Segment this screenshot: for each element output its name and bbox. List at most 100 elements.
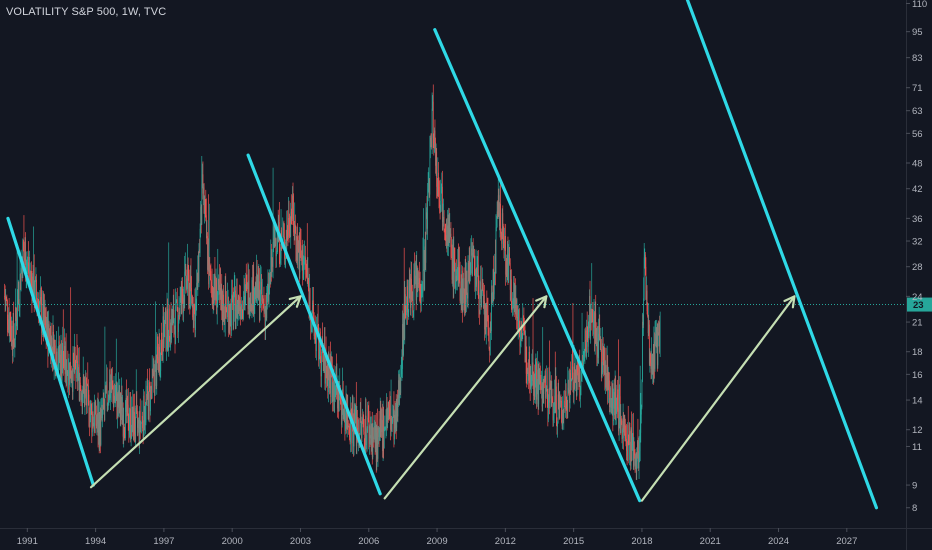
candle-body xyxy=(403,322,404,355)
candle-body xyxy=(416,267,418,301)
candle-body xyxy=(509,253,510,264)
candle-body xyxy=(414,270,415,286)
candle-body xyxy=(167,309,168,350)
candle-body xyxy=(473,249,475,269)
candle-body xyxy=(511,307,513,310)
candle-body xyxy=(223,318,225,322)
candle-body xyxy=(21,264,23,279)
candle-body xyxy=(130,408,131,440)
candle-body xyxy=(589,296,590,323)
candle-body xyxy=(260,289,261,305)
candle-body xyxy=(461,270,463,312)
candle-body xyxy=(66,373,68,381)
candle-body xyxy=(209,264,211,272)
y-tick-label: 71 xyxy=(912,83,923,94)
candle-body xyxy=(490,326,492,331)
candle-body xyxy=(126,398,127,417)
candle-body xyxy=(205,208,207,216)
candle-body xyxy=(655,333,656,340)
candle-body xyxy=(306,272,308,275)
candle-body xyxy=(196,282,198,290)
candle-body xyxy=(412,310,414,313)
candle-body xyxy=(630,444,631,466)
candle-body xyxy=(487,315,488,318)
candle-body xyxy=(379,429,381,437)
candle-body xyxy=(512,308,513,310)
candle-body xyxy=(282,236,284,239)
candle-body xyxy=(598,325,600,334)
candle-body xyxy=(532,362,534,381)
trendline-1[interactable] xyxy=(6,216,95,487)
candle-body xyxy=(542,387,544,394)
candle-body xyxy=(644,254,646,258)
candle-body xyxy=(534,377,536,397)
candle-body xyxy=(333,380,335,402)
candle-body xyxy=(443,217,445,230)
arrow-1[interactable] xyxy=(89,295,302,489)
candle-body xyxy=(325,352,326,384)
candle-body xyxy=(121,397,123,425)
candle-body xyxy=(98,419,100,450)
candle-body xyxy=(96,423,98,427)
arrow-2[interactable] xyxy=(383,295,548,500)
candle-body xyxy=(650,353,651,363)
candle-body xyxy=(44,306,45,326)
candle-body xyxy=(500,233,502,234)
candle-body xyxy=(445,232,447,242)
candle-body xyxy=(633,449,635,468)
candle-body xyxy=(561,422,563,426)
candle-body xyxy=(93,422,94,427)
candle-body xyxy=(376,427,378,462)
candle-body xyxy=(528,351,530,381)
candle-body xyxy=(172,310,174,316)
candle-body xyxy=(66,372,68,374)
candle-body xyxy=(314,332,316,336)
candle-body xyxy=(457,264,459,281)
trendline-2[interactable] xyxy=(246,153,382,496)
candle-body xyxy=(134,411,135,435)
candle-body xyxy=(579,371,581,400)
candle-body xyxy=(390,415,391,430)
candle-body xyxy=(632,432,634,443)
trendline-3[interactable] xyxy=(433,28,642,503)
candle-body xyxy=(655,333,657,343)
candle-body xyxy=(317,325,319,331)
candle-body xyxy=(591,316,593,321)
candle-body xyxy=(103,398,105,408)
candle-body xyxy=(158,358,159,372)
candle-body xyxy=(429,148,431,195)
candle-body xyxy=(569,372,571,403)
candle-body xyxy=(599,337,601,350)
candle-body xyxy=(461,270,463,302)
candle-body xyxy=(504,240,505,250)
x-tick-label: 1991 xyxy=(17,536,38,547)
candle-body xyxy=(447,225,449,247)
candle-body xyxy=(99,414,101,450)
candle-body xyxy=(76,355,77,379)
trendline-4[interactable] xyxy=(685,0,879,510)
candle-body xyxy=(327,365,329,392)
candle-body xyxy=(244,295,245,304)
annotations-layer[interactable] xyxy=(6,0,879,510)
arrow-3[interactable] xyxy=(640,295,796,502)
candle-body xyxy=(436,186,438,195)
candle-body xyxy=(231,295,233,300)
candle-body xyxy=(219,284,220,295)
candle-body xyxy=(164,321,166,327)
time-axis[interactable]: 1991 1994 1997 2000 2003 2006 2009 2012 2015 2018… xyxy=(0,528,932,547)
candle-body xyxy=(432,101,434,109)
candle-body xyxy=(263,301,264,305)
candle-body xyxy=(525,337,526,363)
candle-body xyxy=(101,409,103,419)
candle-body xyxy=(221,310,223,321)
candle-body xyxy=(415,275,416,281)
candle-body xyxy=(493,269,495,295)
candle-body xyxy=(294,224,296,235)
candle-body xyxy=(442,220,444,222)
candle-body xyxy=(652,354,654,380)
candle-body xyxy=(534,379,536,397)
price-axis[interactable]: 8 9 11 12 14 16 18 21 24 28 32 36 42 48 56 63 71 83 95 110 xyxy=(906,0,927,550)
candle-body xyxy=(105,385,107,391)
candle-body xyxy=(447,225,448,246)
